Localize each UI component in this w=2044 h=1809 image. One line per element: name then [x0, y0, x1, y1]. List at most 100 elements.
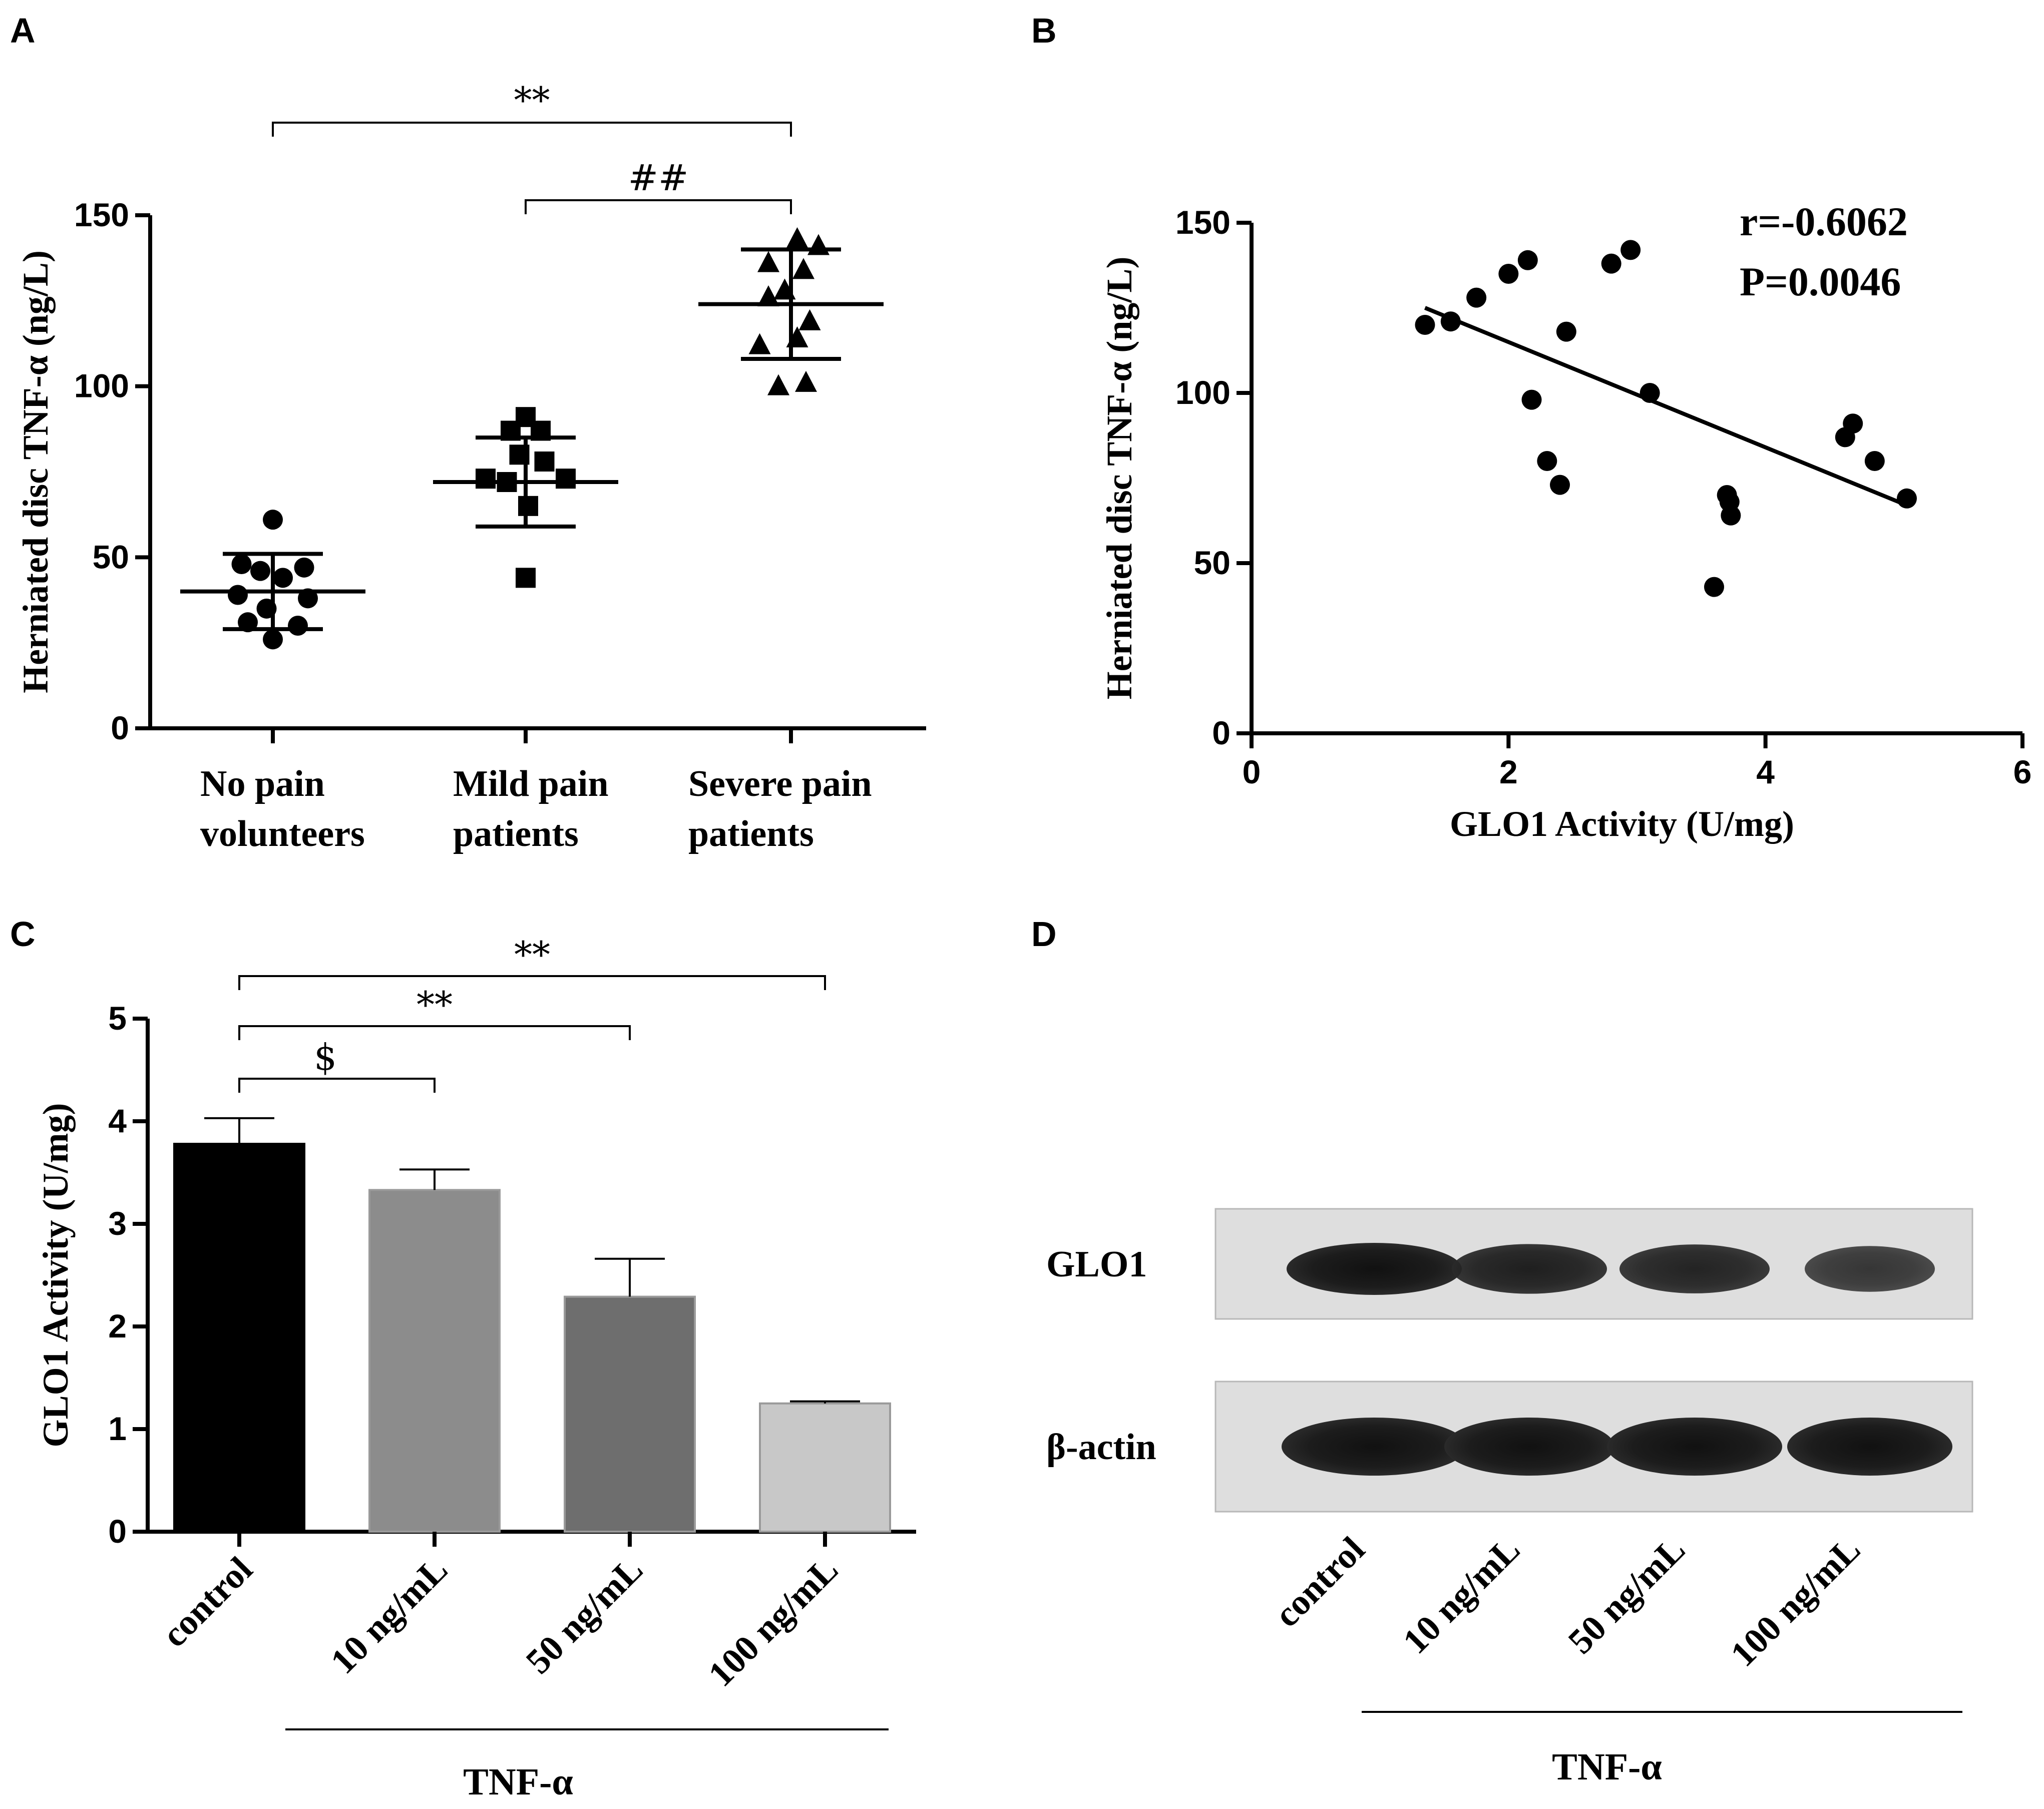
- c-significance-bracket: [238, 975, 826, 990]
- panel-a-chart: 0 50 100 150 Herniated disc TNF-α (ng/L) No p…: [16, 79, 926, 854]
- a-data-point: [497, 472, 517, 492]
- panel-letter-a: A: [10, 11, 36, 50]
- b-data-point: [1556, 321, 1576, 342]
- b-data-point: [1498, 264, 1519, 284]
- a-data-point: [250, 561, 270, 581]
- b-y-tick-label: 100: [1175, 374, 1231, 411]
- b-data-point: [1864, 451, 1885, 471]
- panel-letter-b: B: [1031, 11, 1057, 50]
- b-data-point: [1517, 250, 1538, 270]
- blot-lane-label: 100 ng/mL: [1723, 1529, 1868, 1674]
- a-data-point: [288, 616, 308, 636]
- b-y-axis-label: Herniated disc TNF-α (ng/L): [1099, 257, 1139, 700]
- a-category-label: volunteers: [200, 813, 365, 854]
- blot-band: [1452, 1244, 1607, 1294]
- a-data-point: [748, 333, 771, 354]
- c-y-tick-label: 3: [108, 1205, 127, 1242]
- b-data-point: [1640, 383, 1660, 403]
- c-significance-label: $: [314, 1036, 337, 1078]
- a-y-axis-label: Herniated disc TNF-α (ng/L): [16, 250, 56, 693]
- a-data-point: [531, 420, 551, 441]
- b-data-point: [1440, 311, 1461, 332]
- panel-d-blot: GLO1 β-actin control 10 ng/mL 50 ng/mL 100 ng…: [1046, 1208, 1973, 1788]
- a-y-tick-label: 100: [74, 367, 129, 404]
- b-stat-annotation: P=0.0046: [1740, 259, 1901, 304]
- b-data-point: [1704, 577, 1724, 597]
- a-data-point: [509, 444, 530, 465]
- c-y-tick-label: 5: [108, 1000, 127, 1037]
- d-group-label: TNF-α: [1552, 1746, 1662, 1788]
- c-significance-label: **: [417, 984, 453, 1026]
- a-data-point: [294, 557, 314, 578]
- a-category-label: Mild pain: [453, 763, 609, 804]
- a-y-tick-label: 0: [111, 709, 129, 746]
- a-data-point: [516, 568, 536, 588]
- b-stat-annotation: r=-0.6062: [1740, 199, 1908, 244]
- blot-band: [1805, 1246, 1935, 1292]
- c-bar: [759, 1402, 891, 1533]
- blot-row-label: GLO1: [1046, 1244, 1147, 1285]
- a-data-point: [534, 451, 555, 472]
- panel-c-chart: 0 1 2 3 4 5 GLO1 Activity (U/mg) control 10 ng/m…: [36, 934, 916, 1803]
- a-data-point: [757, 251, 779, 272]
- a-significance-label: **: [514, 79, 550, 121]
- a-data-point: [263, 510, 283, 530]
- a-data-point: [231, 554, 252, 574]
- a-category-label: No pain: [200, 763, 325, 804]
- blot-lane-label: control: [1267, 1529, 1372, 1635]
- c-significance-bracket: [238, 1078, 436, 1093]
- a-data-point: [786, 326, 808, 347]
- b-x-tick-label: 2: [1499, 753, 1518, 790]
- b-y-tick-label: 150: [1175, 204, 1231, 241]
- blot-band: [1282, 1418, 1467, 1476]
- panel-letter-c: C: [10, 915, 36, 954]
- c-y-tick-label: 2: [108, 1307, 127, 1344]
- b-data-point: [1537, 451, 1557, 471]
- c-y-tick-label: 4: [108, 1102, 127, 1139]
- blot-lane-label: 10 ng/mL: [1395, 1529, 1527, 1661]
- blot-row-label: β-actin: [1046, 1427, 1156, 1468]
- a-data-point: [773, 278, 796, 300]
- a-data-point: [767, 374, 789, 395]
- c-group-label: TNF-α: [463, 1761, 573, 1803]
- b-regression-line: [1424, 306, 1908, 508]
- b-data-point: [1521, 389, 1542, 410]
- b-data-point: [1466, 287, 1487, 308]
- a-data-point: [238, 612, 258, 633]
- blot-band: [1444, 1418, 1614, 1476]
- a-data-point: [556, 469, 576, 489]
- a-data-point: [795, 370, 817, 392]
- b-data-point: [1897, 488, 1917, 509]
- c-bar: [173, 1143, 305, 1533]
- a-significance-label: ##: [628, 157, 689, 199]
- a-category-label: Severe pain: [688, 763, 872, 804]
- a-data-point: [263, 629, 283, 650]
- b-data-point: [1721, 505, 1741, 526]
- blot-band: [1787, 1418, 1952, 1476]
- a-data-point: [792, 258, 814, 279]
- c-x-tick-label: control: [154, 1549, 260, 1655]
- c-significance-bracket: [238, 1025, 631, 1040]
- c-y-axis-label: GLO1 Activity (U/mg): [36, 1103, 76, 1448]
- panel-letter-d: D: [1031, 915, 1057, 954]
- b-x-tick-label: 0: [1243, 753, 1261, 790]
- a-y-tick-label: 50: [93, 538, 129, 575]
- blot-band: [1287, 1243, 1462, 1295]
- blot-lane-label: 50 ng/mL: [1560, 1529, 1693, 1661]
- a-data-point: [273, 568, 293, 588]
- b-data-point: [1620, 240, 1641, 260]
- a-data-point: [518, 496, 538, 516]
- c-bar: [368, 1189, 501, 1533]
- a-y-tick-label: 150: [74, 196, 129, 233]
- a-significance-bracket: [272, 122, 792, 137]
- b-data-point: [1415, 315, 1435, 335]
- c-y-tick-label: 1: [108, 1410, 127, 1447]
- blot-band: [1607, 1418, 1782, 1476]
- c-significance-label: **: [514, 934, 550, 976]
- b-data-point: [1601, 253, 1621, 274]
- b-x-tick-label: 4: [1756, 753, 1775, 790]
- a-category-label: patients: [688, 813, 814, 854]
- b-x-axis-label: GLO1 Activity (U/mg): [1450, 804, 1794, 844]
- a-data-point: [476, 469, 496, 489]
